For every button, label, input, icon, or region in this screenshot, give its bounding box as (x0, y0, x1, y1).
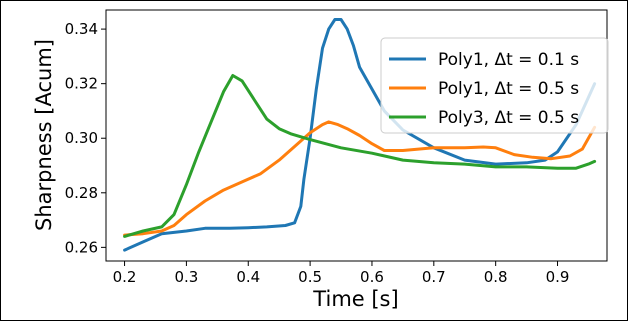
x-tick-label: 0.9 (546, 268, 570, 286)
y-axis-label: Sharpness [Acum] (32, 39, 56, 231)
legend-box (380, 37, 609, 134)
x-tick-label: 0.6 (360, 268, 384, 286)
x-tick-label: 0.4 (236, 268, 260, 286)
x-tick-label: 0.5 (298, 268, 322, 286)
y-tick-label: 0.34 (65, 20, 98, 38)
legend-label-1: Poly1, Δt = 0.1 s (438, 50, 579, 70)
series-line-2 (123, 120, 597, 237)
x-tick-label: 0.3 (174, 268, 198, 286)
x-tick-label: 0.2 (113, 268, 137, 286)
series-layer (123, 18, 597, 252)
x-axis-ticks: 0.2 0.3 0.4 0.5 0.6 0.7 0.8 0.9 (113, 261, 570, 286)
series-line-1 (123, 18, 597, 252)
x-axis-label: Time [s] (312, 287, 398, 311)
x-tick-label: 0.8 (484, 268, 508, 286)
plot-area-border (105, 9, 608, 262)
series-line-3 (123, 74, 597, 238)
x-tick-label: 0.7 (422, 268, 446, 286)
y-tick-label: 0.28 (65, 184, 98, 202)
y-tick-label: 0.32 (65, 75, 98, 93)
y-axis-ticks: 0.26 0.28 0.30 0.32 0.34 (65, 20, 106, 256)
legend: Poly1, Δt = 0.1 s Poly1, Δt = 0.5 s Poly3,… (380, 37, 609, 134)
y-tick-label: 0.26 (65, 238, 98, 256)
y-tick-label: 0.30 (65, 129, 98, 147)
legend-label-2: Poly1, Δt = 0.5 s (438, 79, 579, 99)
legend-label-3: Poly3, Δt = 0.5 s (438, 108, 579, 128)
